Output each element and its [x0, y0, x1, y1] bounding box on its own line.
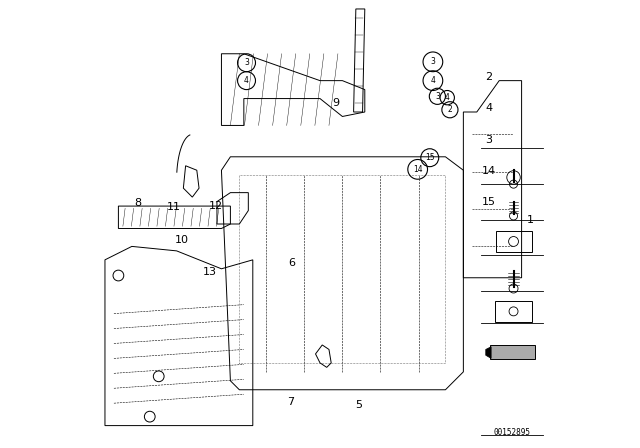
Text: 3: 3 — [485, 135, 492, 145]
Text: 4: 4 — [445, 93, 450, 102]
Text: 2: 2 — [447, 105, 452, 114]
Text: 9: 9 — [332, 98, 339, 108]
Text: 12: 12 — [209, 201, 223, 211]
Text: 3: 3 — [431, 57, 435, 66]
Text: 4: 4 — [485, 103, 492, 113]
Text: 2: 2 — [485, 72, 492, 82]
Text: 3: 3 — [435, 92, 440, 101]
Text: 4: 4 — [244, 76, 249, 85]
Text: 00152895: 00152895 — [493, 428, 531, 437]
Text: 4: 4 — [431, 76, 435, 85]
Text: 1: 1 — [527, 215, 534, 224]
Text: 7: 7 — [287, 397, 294, 407]
Text: 10: 10 — [175, 235, 189, 245]
FancyBboxPatch shape — [490, 345, 534, 359]
Text: 6: 6 — [288, 258, 295, 268]
Text: 5: 5 — [355, 401, 362, 410]
Text: 11: 11 — [166, 202, 180, 212]
Text: 8: 8 — [134, 198, 141, 208]
Text: 14: 14 — [482, 166, 496, 176]
Text: 13: 13 — [204, 267, 217, 277]
Text: 15: 15 — [425, 153, 435, 162]
Text: 14: 14 — [413, 165, 422, 174]
Text: 3: 3 — [244, 58, 249, 67]
Polygon shape — [486, 347, 491, 358]
Text: 15: 15 — [482, 198, 496, 207]
